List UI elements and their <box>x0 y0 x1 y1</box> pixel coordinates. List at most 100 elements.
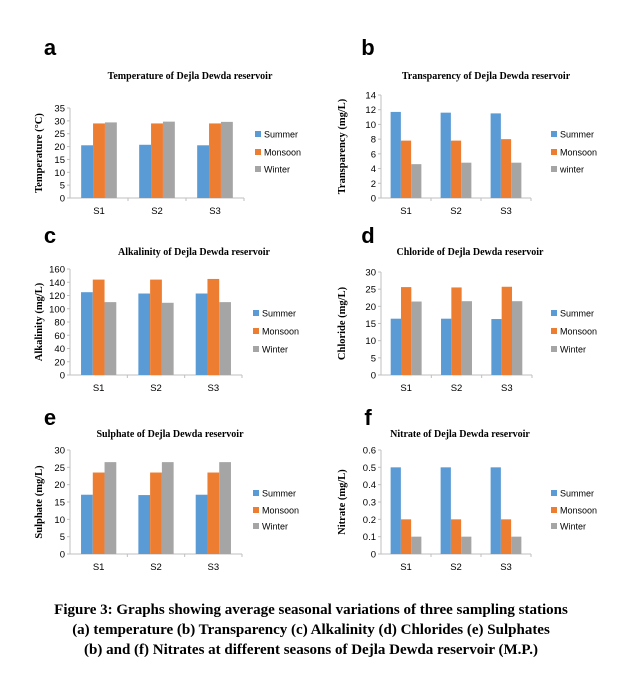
panel-letter-c: c <box>44 223 56 248</box>
chart-title: Sulphate of Dejla Dewda reservoir <box>96 429 244 440</box>
y-axis-label: Alkalinity (mg/L) <box>34 282 45 361</box>
bar-s1-summer <box>81 494 93 554</box>
legend-label: Monsoon <box>560 327 597 337</box>
bar-s3-summer <box>195 494 208 554</box>
legend-label: Summer <box>262 309 296 319</box>
legend-swatch-summer <box>253 310 259 316</box>
x-tick-label: S2 <box>450 206 462 217</box>
bar-s2-monsoon <box>450 140 462 198</box>
y-tick-label: 0.6 <box>363 446 376 457</box>
bar-s1-winter <box>104 462 117 554</box>
legend-swatch-winter <box>551 346 557 352</box>
y-tick-label: 120 <box>49 291 65 302</box>
y-tick-label: 0.2 <box>363 515 376 526</box>
legend-swatch-monsoon <box>255 149 261 155</box>
bar-s1-monsoon <box>93 123 105 198</box>
bar-s3-monsoon <box>500 139 512 198</box>
bar-s3-monsoon <box>207 472 220 554</box>
bar-s2-winter <box>162 121 175 198</box>
y-tick-label: 160 <box>49 265 65 276</box>
bar-s2-summer <box>138 293 151 375</box>
bar-s3-summer <box>490 113 501 198</box>
legend-swatch-winter <box>551 523 557 529</box>
legend-label: Monsoon <box>560 506 597 516</box>
legend-label: Summer <box>262 489 296 499</box>
chart-title: Chloride of Dejla Dewda reservoir <box>396 247 544 258</box>
y-tick-label: 20 <box>54 480 65 491</box>
bar-s2-summer <box>440 112 451 198</box>
legend-label: Winter <box>560 345 586 355</box>
y-tick-label: 0.5 <box>363 463 376 474</box>
legend-label: Monsoon <box>264 148 301 158</box>
bar-s3-winter <box>511 162 522 198</box>
bar-s2-summer <box>441 318 452 375</box>
y-tick-label: 15 <box>365 319 376 330</box>
panel-letter-f: f <box>364 405 372 430</box>
bar-s1-summer <box>81 145 94 198</box>
y-tick-label: 20 <box>54 142 65 153</box>
y-tick-label: 30 <box>54 446 65 457</box>
y-tick-label: 20 <box>54 357 65 368</box>
x-tick-label: S1 <box>400 206 412 217</box>
bar-s1-winter <box>411 301 422 375</box>
y-tick-label: 4 <box>371 164 376 175</box>
y-tick-label: 0 <box>60 194 65 205</box>
bar-s2-monsoon <box>151 123 163 198</box>
bar-s3-winter <box>511 301 523 375</box>
legend-swatch-monsoon <box>253 507 259 513</box>
bar-s1-monsoon <box>400 519 412 554</box>
y-tick-label: 140 <box>49 278 65 289</box>
legend-label: Winter <box>262 345 288 355</box>
bar-s3-winter <box>220 121 233 198</box>
y-tick-label: 0 <box>371 194 376 205</box>
y-tick-label: 0 <box>60 550 65 561</box>
panel-letter-b: b <box>361 35 374 60</box>
x-tick-label: S1 <box>400 383 412 394</box>
legend-swatch-monsoon <box>551 507 557 513</box>
legend-label: Winter <box>560 522 586 532</box>
y-tick-label: 5 <box>371 353 376 364</box>
bar-s2-winter <box>461 162 472 198</box>
bar-s1-monsoon <box>92 472 105 554</box>
x-tick-label: S2 <box>150 383 162 394</box>
y-tick-label: 0 <box>60 371 65 382</box>
bar-s3-winter <box>219 462 231 554</box>
legend-swatch-winter <box>253 346 259 352</box>
bar-s1-summer <box>390 467 401 554</box>
bar-s2-summer <box>139 144 152 198</box>
y-tick-label: 60 <box>54 331 65 342</box>
bar-s2-monsoon <box>450 519 462 554</box>
x-tick-label: S3 <box>209 206 221 217</box>
legend-swatch-winter <box>255 166 261 172</box>
x-tick-label: S3 <box>500 562 512 573</box>
bar-s1-winter <box>411 536 422 554</box>
bar-s1-winter <box>411 164 422 198</box>
y-tick-label: 2 <box>371 179 376 190</box>
bar-s2-winter <box>161 302 174 375</box>
y-tick-label: 0 <box>371 550 376 561</box>
y-tick-label: 25 <box>365 285 376 296</box>
legend-swatch-summer <box>551 490 557 496</box>
legend-label: Monsoon <box>262 506 299 516</box>
legend-swatch-winter <box>551 166 557 172</box>
legend-label: Monsoon <box>560 148 597 158</box>
bar-s3-summer <box>491 319 502 375</box>
y-tick-label: 12 <box>365 105 376 116</box>
x-tick-label: S2 <box>150 562 162 573</box>
y-tick-label: 25 <box>54 463 65 474</box>
bar-s3-winter <box>219 302 231 375</box>
figure-panels: a Temperature of Dejla Dewda reservoir Tem… <box>34 35 597 573</box>
y-tick-label: 10 <box>365 120 376 131</box>
bar-s1-summer <box>390 111 401 198</box>
y-tick-label: 0.1 <box>363 532 376 543</box>
y-tick-label: 0.4 <box>363 480 376 491</box>
bar-s2-monsoon <box>451 287 462 375</box>
x-tick-label: S3 <box>501 383 513 394</box>
legend-label: Summer <box>560 489 594 499</box>
bar-s1-winter <box>104 122 117 198</box>
legend-label: Winter <box>264 165 290 175</box>
bar-s1-summer <box>81 292 93 375</box>
legend-swatch-monsoon <box>551 328 557 334</box>
bar-s1-monsoon <box>92 279 105 375</box>
legend-label: Summer <box>264 130 298 140</box>
